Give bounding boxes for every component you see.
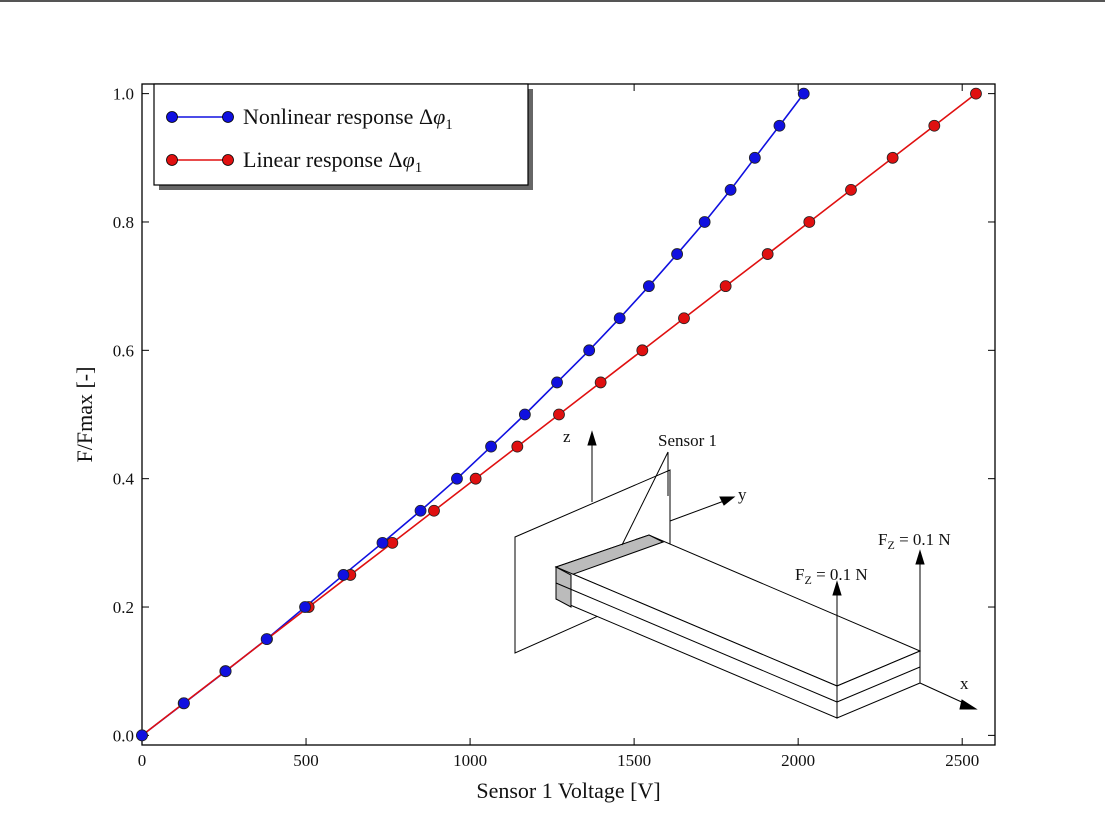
force-label-1-sub: Z — [804, 573, 811, 587]
data-point-series-1 — [970, 87, 982, 100]
data-point-series-1 — [428, 504, 440, 517]
x-tick-label: 1000 — [453, 751, 487, 770]
data-series — [136, 87, 982, 742]
z-axis-label: z — [563, 427, 571, 446]
legend-nonlinear-marker-left — [166, 111, 178, 123]
sensor-patch-front — [555, 566, 572, 608]
legend-linear-marker-left — [166, 154, 178, 166]
legend-linear-sub: 1 — [415, 160, 423, 176]
force-label-1-prefix: F — [795, 565, 804, 584]
x-tick-label: 0 — [138, 751, 147, 770]
force-label-1: FZ = 0.1 N — [795, 565, 868, 587]
data-point-series-0 — [797, 87, 810, 100]
x-tick-label: 2000 — [781, 751, 815, 770]
data-point-series-1 — [845, 183, 857, 196]
data-point-series-0 — [451, 472, 463, 485]
data-point-series-0 — [299, 601, 311, 613]
top-rule — [0, 0, 1105, 2]
data-point-series-1 — [636, 344, 649, 357]
x-axis-line — [919, 682, 967, 705]
x-axis-arrowhead — [959, 699, 978, 710]
z-axis-arrowhead — [587, 430, 597, 446]
data-point-series-1 — [803, 216, 816, 228]
data-point-series-0 — [551, 376, 563, 389]
y-tick-label: 0.4 — [113, 470, 135, 489]
data-point-series-1 — [469, 472, 482, 485]
force-arrow-1-head — [832, 580, 842, 596]
force-label-2-prefix: F — [878, 530, 887, 549]
force-label-2: FZ = 0.1 N — [878, 530, 951, 552]
legend: Nonlinear response Δφ1 Linear response Δ… — [153, 83, 533, 190]
data-point-series-0 — [136, 729, 148, 742]
data-point-series-1 — [928, 119, 941, 132]
data-point-series-0 — [748, 151, 761, 164]
data-point-series-0 — [671, 248, 683, 260]
beam-schematic-inset — [514, 430, 978, 719]
data-point-series-0 — [376, 536, 389, 549]
x-tick-label: 500 — [293, 751, 319, 770]
plot-area-frame — [141, 83, 996, 746]
data-point-series-0 — [485, 440, 497, 453]
force-arrow-2-head — [915, 549, 925, 565]
data-point-series-0 — [773, 119, 786, 132]
force-label-1-suffix: = 0.1 N — [812, 565, 868, 584]
data-point-series-0 — [642, 280, 655, 293]
force-label-2-sub: Z — [887, 538, 894, 552]
y-axis-arrowhead — [719, 496, 736, 506]
data-point-series-0 — [337, 569, 350, 581]
y-tick-label: 0.8 — [113, 213, 134, 232]
data-point-series-0 — [414, 504, 427, 517]
data-point-series-0 — [724, 183, 737, 196]
data-point-series-0 — [178, 697, 190, 710]
x-tick-label: 1500 — [617, 751, 651, 770]
x-axis-letter: x — [960, 674, 969, 693]
sensor-label: Sensor 1 — [658, 431, 717, 450]
y-tick-label: 0.6 — [113, 341, 134, 360]
data-point-series-1 — [886, 151, 899, 164]
legend-nonlinear-marker-right — [222, 111, 234, 123]
y-tick-label: 0.2 — [113, 598, 134, 617]
y-tick-label: 0.0 — [113, 726, 134, 745]
x-axis-label: Sensor 1 Voltage [V] — [476, 778, 660, 803]
x-tick-label: 2500 — [945, 751, 979, 770]
y-tick-label: 1.0 — [113, 85, 134, 104]
legend-nonlinear-main: Nonlinear response Δ — [243, 104, 433, 129]
y-axis-letter: y — [738, 485, 747, 504]
legend-linear-main: Linear response Δ — [243, 147, 403, 172]
data-point-series-0 — [219, 665, 232, 678]
legend-linear-marker-right — [222, 154, 234, 166]
legend-nonlinear-sub: 1 — [445, 117, 453, 133]
data-point-series-0 — [518, 408, 531, 421]
legend-linear-greek: φ — [403, 147, 415, 172]
data-point-series-1 — [594, 376, 607, 389]
data-point-series-1 — [553, 408, 565, 421]
force-label-2-suffix: = 0.1 N — [895, 530, 951, 549]
data-point-series-1 — [511, 440, 524, 453]
data-point-series-0 — [698, 216, 711, 228]
data-point-series-1 — [386, 536, 399, 549]
legend-nonlinear-label: Nonlinear response Δφ1 — [243, 104, 453, 133]
data-point-series-1 — [719, 280, 732, 293]
beam-layer-line-end — [836, 666, 921, 703]
data-point-series-1 — [678, 312, 690, 325]
legend-box — [153, 83, 529, 186]
legend-linear-label: Linear response Δφ1 — [243, 147, 422, 176]
data-point-series-0 — [260, 633, 273, 646]
legend-nonlinear-greek: φ — [433, 104, 445, 129]
y-axis-label: F/Fmax [-] — [72, 367, 97, 463]
data-point-series-1 — [761, 248, 774, 260]
y-axis-line — [669, 500, 725, 522]
data-point-series-0 — [583, 344, 596, 357]
sensor-leader-line-1 — [621, 451, 669, 546]
data-point-series-0 — [613, 312, 626, 325]
beam-layer-line-front — [555, 582, 838, 703]
